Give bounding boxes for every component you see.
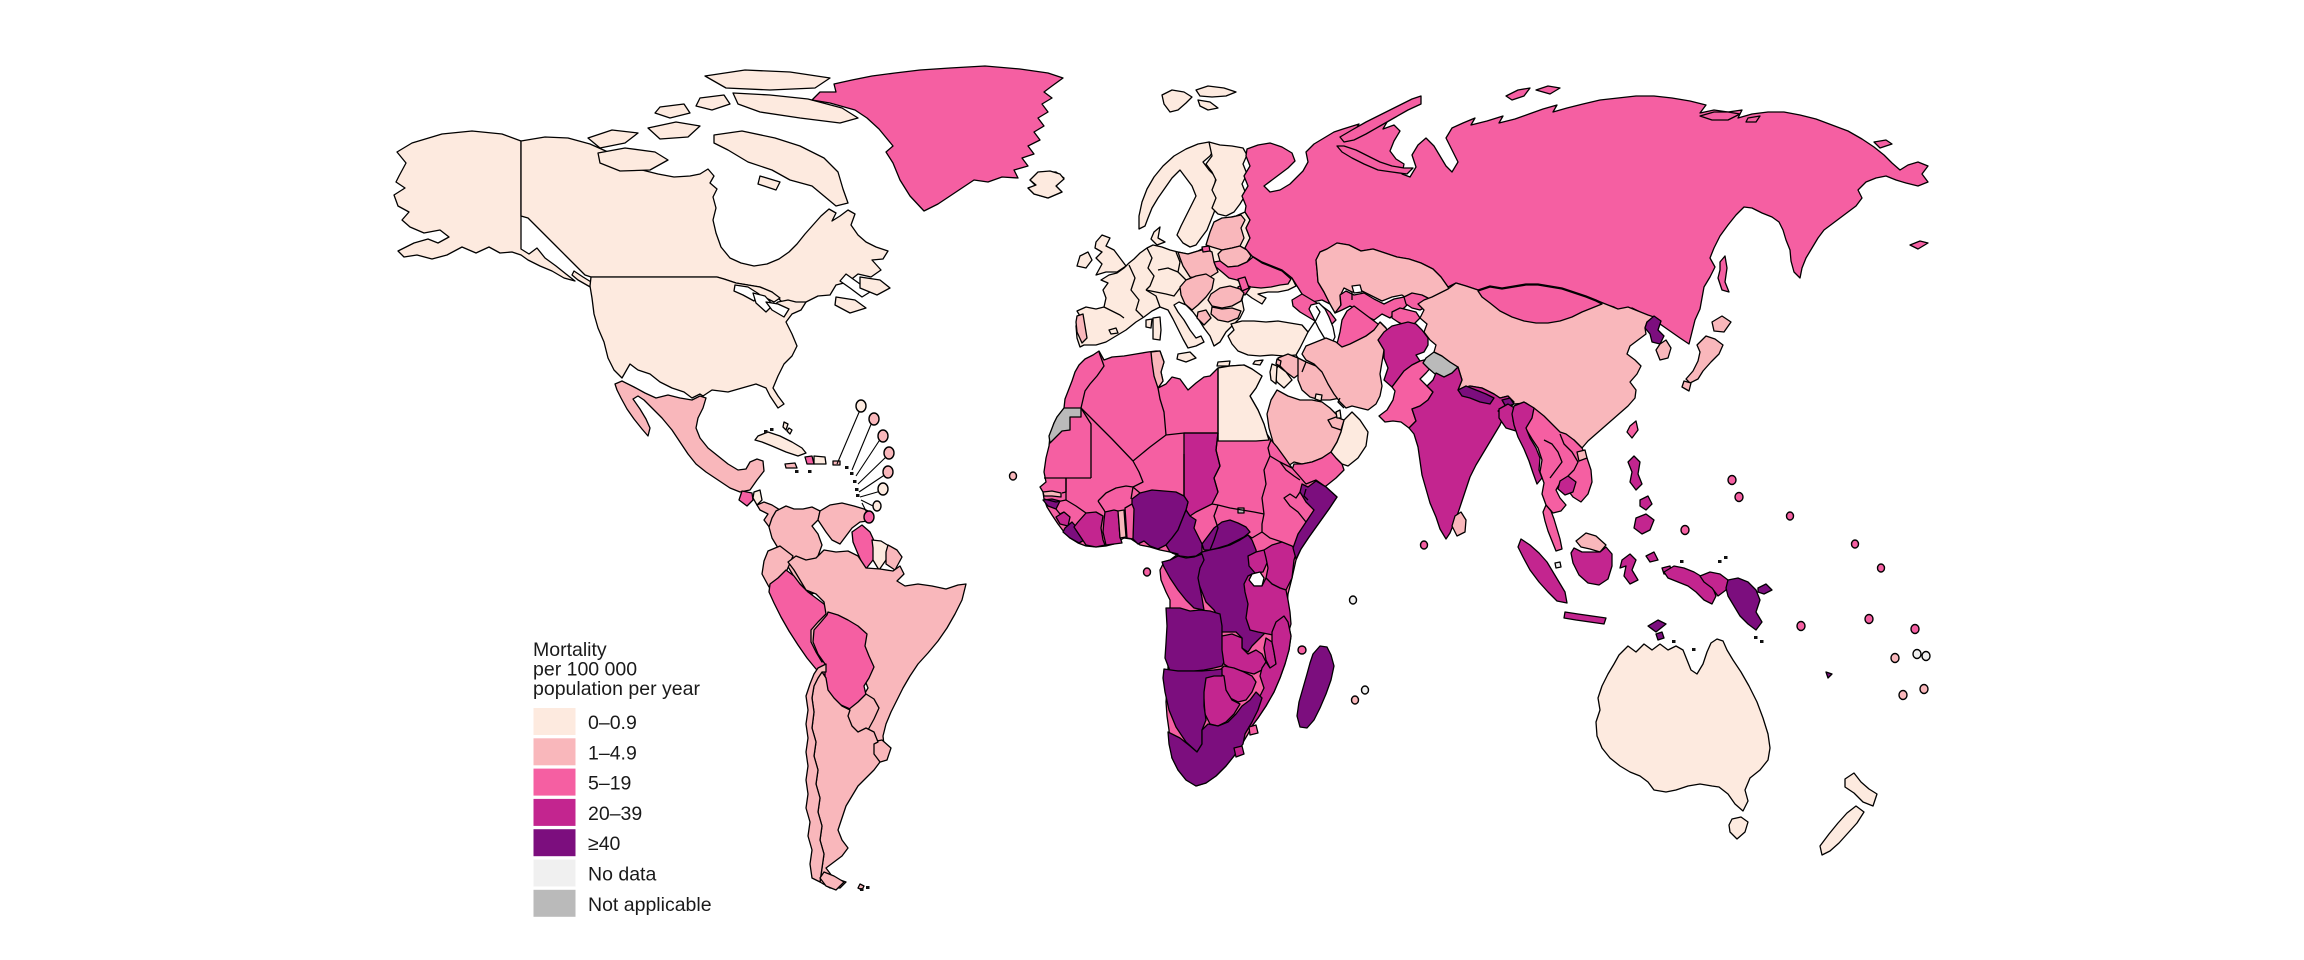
svg-text:Not applicable: Not applicable xyxy=(588,894,712,916)
svg-text:20–39: 20–39 xyxy=(588,803,642,825)
svg-text:≥40: ≥40 xyxy=(588,833,621,855)
svg-text:1–4.9: 1–4.9 xyxy=(588,742,637,764)
svg-text:Mortality: Mortality xyxy=(533,639,607,661)
svg-text:No data: No data xyxy=(588,864,656,886)
svg-text:population per year: population per year xyxy=(533,678,700,700)
svg-text:per 100 000: per 100 000 xyxy=(533,659,637,681)
svg-text:5–19: 5–19 xyxy=(588,773,631,795)
svg-text:0–0.9: 0–0.9 xyxy=(588,712,637,734)
